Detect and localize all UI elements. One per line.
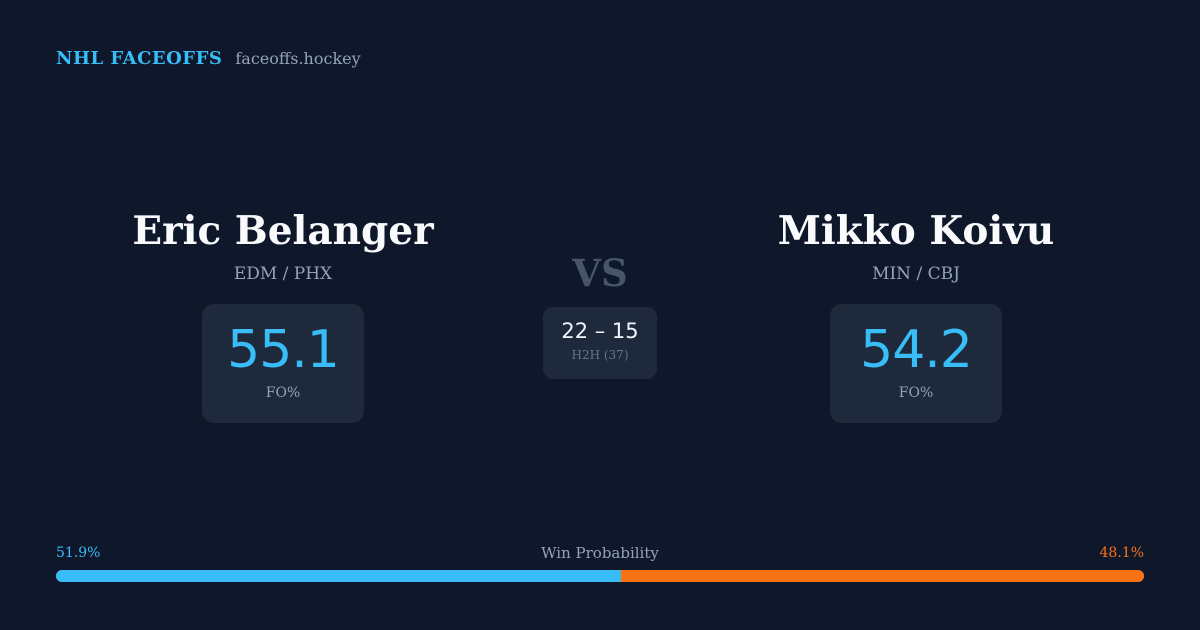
player-right: Mikko Koivu MIN / CBJ 54.2 FO% bbox=[666, 204, 1166, 423]
win-probability-right-value: 48.1% bbox=[1099, 545, 1144, 561]
player-left-fo-label: FO% bbox=[265, 385, 301, 401]
win-probability-bar-left bbox=[56, 570, 621, 582]
player-left-fo-value: 55.1 bbox=[227, 320, 340, 380]
brand-header: NHL FACEOFFS faceoffs.hockey bbox=[56, 48, 361, 69]
player-right-fo-value: 54.2 bbox=[860, 320, 973, 380]
brand-url: faceoffs.hockey bbox=[235, 49, 361, 68]
brand-name: NHL FACEOFFS bbox=[56, 48, 223, 69]
win-probability-labels: 51.9% Win Probability 48.1% bbox=[56, 542, 1144, 564]
head-to-head-label: H2H (37) bbox=[571, 348, 629, 362]
win-probability-title: Win Probability bbox=[541, 544, 659, 562]
player-right-name: Mikko Koivu bbox=[777, 208, 1055, 254]
win-probability-bar bbox=[56, 570, 1144, 582]
head-to-head-card: 22 – 15 H2H (37) bbox=[543, 307, 657, 379]
win-probability-left-value: 51.9% bbox=[56, 545, 101, 561]
player-left-teams: EDM / PHX bbox=[233, 264, 333, 284]
player-left: Eric Belanger EDM / PHX 55.1 FO% bbox=[33, 204, 533, 423]
player-right-fo-label: FO% bbox=[898, 385, 934, 401]
player-right-teams: MIN / CBJ bbox=[872, 264, 960, 284]
player-right-fo-card: 54.2 FO% bbox=[830, 304, 1002, 423]
head-to-head-score: 22 – 15 bbox=[561, 319, 639, 343]
player-left-fo-card: 55.1 FO% bbox=[202, 304, 364, 423]
vs-label: VS bbox=[572, 251, 628, 295]
player-left-name: Eric Belanger bbox=[132, 208, 434, 254]
win-probability-bar-right bbox=[620, 570, 1144, 582]
